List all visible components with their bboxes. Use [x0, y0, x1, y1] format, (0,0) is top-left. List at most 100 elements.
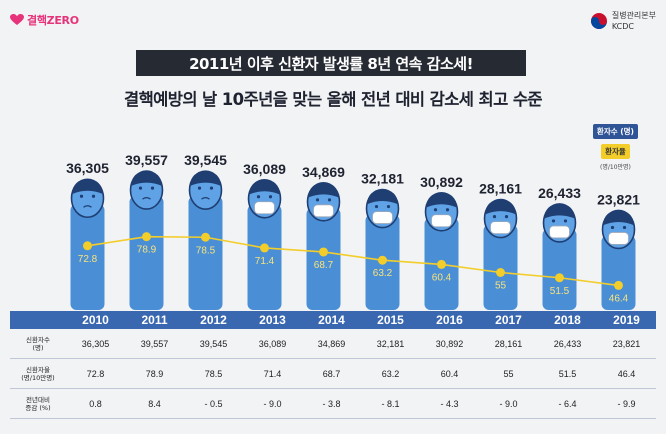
year-header: 2011	[141, 313, 168, 327]
eye-icon	[622, 225, 627, 230]
rate-point	[201, 232, 210, 242]
eye-icon	[445, 208, 450, 212]
table-cell: - 9.0	[499, 398, 518, 409]
table-cell: 39,557	[140, 338, 169, 349]
eye-icon	[551, 219, 556, 223]
table-cell: 72.8	[86, 368, 105, 379]
table-row-patients: 신환자수 (명) 36,305 39,557 39,545 36,089 34,8…	[10, 329, 656, 359]
rate-line	[87, 235, 619, 287]
headline-banner: 2011년 이후 신환자 발생률 8년 연속 감소세!	[136, 50, 526, 76]
mouth-icon	[83, 205, 92, 208]
rate-value-label: 63.2	[373, 268, 393, 279]
year-header: 2012	[200, 313, 227, 327]
table-cell: 36,089	[258, 338, 287, 349]
bar	[483, 224, 518, 310]
taegeuk-emblem-icon	[590, 13, 607, 29]
mask-icon	[431, 214, 452, 228]
eye-icon	[138, 186, 143, 190]
mask-icon	[254, 201, 275, 215]
table-cell: 30,892	[435, 338, 464, 349]
rate-value-label: 55	[495, 281, 507, 292]
tb-zero-logo: 결핵ZERO	[10, 12, 79, 28]
rate-point	[496, 268, 505, 277]
eye-icon	[492, 214, 497, 219]
row-label: 신환자수 (명)	[26, 335, 50, 352]
mouth-icon	[142, 197, 151, 200]
table-cell: - 8.1	[381, 398, 400, 409]
legend-patients: 환자수 (명)	[592, 124, 638, 139]
mask-icon	[608, 232, 629, 245]
table-cell: 63.2	[381, 368, 400, 379]
legend-rate-unit: (명/10만명)	[600, 164, 631, 171]
hair-icon	[189, 171, 222, 187]
table-cell: - 9.0	[263, 398, 282, 409]
bar	[601, 235, 636, 310]
year-header: 2015	[377, 313, 404, 327]
bar-value-label: 39,557	[125, 152, 168, 168]
eye-icon	[386, 204, 391, 209]
rate-point	[614, 280, 623, 290]
kcdc-abbr: KCDC	[611, 22, 634, 31]
row-label: 전년대비 증감 (%)	[25, 395, 51, 412]
table-cell: - 0.5	[204, 398, 223, 409]
rate-value-label: 78.5	[196, 245, 216, 256]
eye-icon	[197, 186, 202, 190]
mask-icon	[313, 204, 334, 218]
table-cell: 55	[503, 368, 514, 379]
eye-icon	[315, 198, 320, 202]
logo-text: 결핵ZERO	[27, 14, 79, 27]
bar	[129, 196, 164, 310]
eye-icon	[433, 208, 438, 212]
table-cell: 60.4	[440, 368, 459, 379]
subtitle: 결핵예방의 날 10주년을 맞는 올해 전년 대비 감소세 최고 수준	[124, 90, 543, 109]
table-cell: 68.7	[322, 368, 341, 379]
rate-point	[437, 259, 446, 269]
year-header: 2018	[554, 313, 581, 327]
heart-icon	[10, 14, 24, 25]
table-cell: 26,433	[553, 338, 582, 349]
eye-icon	[268, 195, 273, 199]
rate-point	[378, 255, 387, 265]
hair-icon	[484, 199, 517, 215]
rate-value-label: 68.7	[314, 260, 334, 271]
eye-icon	[256, 195, 261, 199]
eye-icon	[563, 219, 568, 223]
year-header: 2016	[436, 313, 463, 327]
bar-value-label: 26,433	[538, 185, 581, 201]
bar-value-label: 32,181	[361, 171, 404, 187]
eye-icon	[150, 186, 155, 190]
rate-value-label: 72.8	[78, 254, 98, 265]
eye-icon	[327, 198, 332, 202]
hair-icon	[307, 182, 340, 198]
table-cell: 71.4	[263, 368, 282, 379]
year-header: 2017	[495, 313, 522, 327]
eye-icon	[504, 214, 509, 219]
year-header: 2013	[259, 313, 286, 327]
hair-icon	[248, 179, 281, 195]
table-cell: 0.8	[89, 398, 102, 409]
table-cell: 46.4	[617, 368, 636, 379]
mask-icon	[372, 211, 393, 224]
bar	[247, 204, 282, 310]
eye-icon	[374, 204, 379, 209]
rate-value-label: 46.4	[609, 293, 629, 304]
bar-value-label: 34,869	[302, 164, 345, 180]
bar-value-label: 39,545	[184, 152, 227, 168]
table-row-rates: 신환자율 (명/10만명) 72.8 78.9 78.5 71.4 68.7 63…	[10, 359, 656, 389]
table-cell: 51.5	[558, 368, 577, 379]
table-cell: 32,181	[376, 338, 405, 349]
bar	[188, 196, 223, 310]
table-cell: - 9.9	[617, 398, 636, 409]
eye-icon	[91, 194, 96, 198]
rate-point	[319, 247, 328, 257]
rate-point	[555, 273, 564, 283]
kcdc-logo: 질병관리본부 KCDC	[590, 10, 656, 32]
bar	[70, 204, 105, 310]
table-cell: - 3.8	[322, 398, 341, 409]
hair-icon	[130, 171, 163, 187]
rate-value-label: 71.4	[255, 256, 275, 267]
legend-rate: 환자율	[601, 144, 630, 159]
hair-icon	[543, 203, 576, 219]
year-header: 2010	[82, 313, 109, 327]
year-header: 2019	[613, 313, 640, 327]
